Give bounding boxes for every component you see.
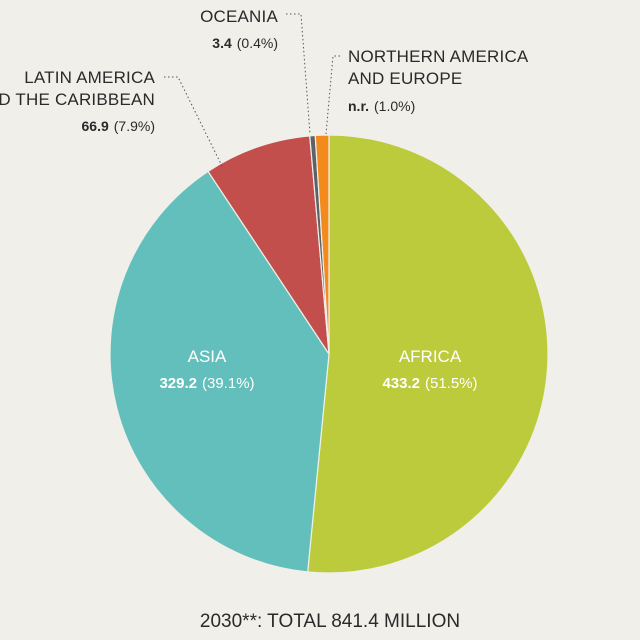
slice-latin-america — [207, 135, 330, 355]
pie-slices — [109, 134, 549, 574]
label-nae-value: n.r. (1.0%) — [348, 98, 415, 114]
leader-latam — [164, 76, 223, 167]
label-africa-value: 433.2 (51.5%) — [382, 375, 477, 392]
label-nae-name-1: NORTHERN AMERICA — [348, 47, 529, 66]
leader-nae — [325, 55, 340, 135]
label-nae-name-2: AND EUROPE — [348, 69, 462, 88]
label-asia-value: 329.2 (39.1%) — [159, 375, 254, 392]
label-africa-name: AFRICA — [399, 347, 462, 366]
label-oceania-value: 3.4 (0.4%) — [212, 35, 278, 51]
label-asia-name: ASIA — [188, 347, 227, 366]
leader-oceania — [286, 13, 311, 135]
slice-northern-america-europe — [314, 134, 330, 355]
label-latam-name-2: AND THE CARIBBEAN — [0, 90, 155, 109]
label-latam-name-1: LATIN AMERICA — [24, 68, 155, 87]
label-oceania-name: OCEANIA — [200, 7, 278, 26]
label-latam-value: 66.9 (7.9%) — [82, 118, 155, 134]
slice-africa — [307, 134, 549, 574]
chart-caption: 2030**: TOTAL 841.4 MILLION — [200, 611, 460, 632]
